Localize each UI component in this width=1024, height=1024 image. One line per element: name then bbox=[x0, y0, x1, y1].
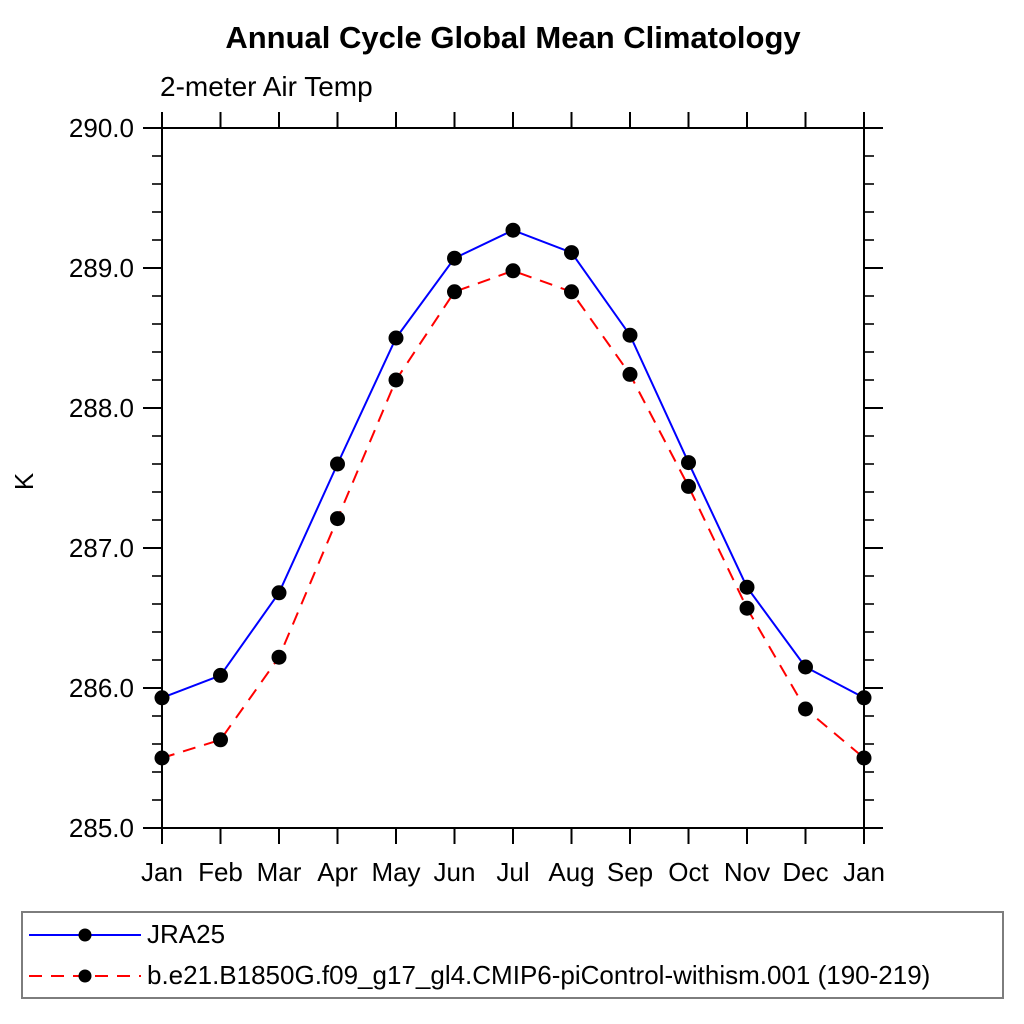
x-tick-label: Dec bbox=[782, 857, 828, 887]
data-point-series-1 bbox=[213, 732, 228, 748]
data-point-series-0 bbox=[681, 455, 696, 471]
legend-label-jra25: JRA25 bbox=[147, 919, 226, 949]
y-tick-label: 286.0 bbox=[69, 673, 134, 703]
x-tick-label: Jan bbox=[141, 857, 183, 887]
chart-subtitle: 2-meter Air Temp bbox=[160, 71, 373, 102]
x-tick-label: Sep bbox=[607, 857, 653, 887]
data-point-series-1 bbox=[622, 366, 638, 382]
legend-line-sample-solid bbox=[29, 928, 141, 941]
legend-marker-dot-icon bbox=[78, 969, 92, 982]
data-point-series-0 bbox=[213, 667, 228, 683]
data-point-series-0 bbox=[739, 579, 755, 595]
data-point-series-1 bbox=[681, 478, 696, 494]
data-point-series-1 bbox=[447, 284, 462, 300]
x-tick-label: Mar bbox=[257, 857, 302, 887]
data-point-series-1 bbox=[505, 263, 521, 279]
data-point-series-0 bbox=[505, 222, 521, 238]
data-point-series-1 bbox=[388, 372, 404, 388]
y-tick-label: 288.0 bbox=[69, 393, 134, 423]
data-point-series-1 bbox=[330, 511, 345, 527]
series-line-1 bbox=[161, 269, 865, 759]
legend-line-sample-dashed bbox=[29, 969, 141, 982]
y-tick-label: 290.0 bbox=[69, 113, 134, 143]
data-point-series-0 bbox=[154, 690, 170, 706]
data-point-series-1 bbox=[856, 750, 872, 766]
legend-item-model: b.e21.B1850G.f09_g17_gl4.CMIP6-piControl… bbox=[29, 960, 1002, 990]
x-tick-label: Jul bbox=[496, 857, 529, 887]
data-point-series-1 bbox=[271, 649, 287, 665]
data-point-series-0 bbox=[271, 585, 287, 601]
x-tick-label: Oct bbox=[668, 857, 709, 887]
chart-title: Annual Cycle Global Mean Climatology bbox=[225, 20, 801, 55]
legend-item-jra25: JRA25 bbox=[29, 919, 1002, 949]
legend-marker-dot-icon bbox=[78, 928, 92, 941]
y-tick-label: 287.0 bbox=[69, 533, 134, 563]
data-point-series-1 bbox=[154, 750, 170, 766]
x-tick-label: Nov bbox=[724, 857, 770, 887]
data-point-series-0 bbox=[856, 690, 872, 706]
y-tick-label: 289.0 bbox=[69, 253, 134, 283]
data-point-series-1 bbox=[798, 701, 813, 717]
data-point-series-0 bbox=[388, 330, 404, 346]
legend-label-model: b.e21.B1850G.f09_g17_gl4.CMIP6-piControl… bbox=[147, 960, 931, 990]
x-tick-label: Jun bbox=[434, 857, 476, 887]
data-point-series-1 bbox=[739, 600, 755, 616]
data-point-series-0 bbox=[798, 659, 813, 675]
legend: JRA25 b.e21.B1850G.f09_g17_gl4.CMIP6-piC… bbox=[21, 911, 1004, 999]
data-point-series-1 bbox=[564, 284, 579, 300]
x-tick-label: Feb bbox=[198, 857, 243, 887]
data-point-series-0 bbox=[447, 250, 462, 266]
y-tick-label: 285.0 bbox=[69, 813, 134, 843]
x-tick-label: Apr bbox=[317, 857, 358, 887]
x-tick-label: May bbox=[371, 857, 420, 887]
data-point-series-0 bbox=[564, 245, 579, 261]
data-point-series-0 bbox=[330, 456, 345, 472]
x-tick-label: Aug bbox=[548, 857, 594, 887]
data-point-series-0 bbox=[622, 327, 638, 343]
x-tick-label: Jan bbox=[843, 857, 885, 887]
